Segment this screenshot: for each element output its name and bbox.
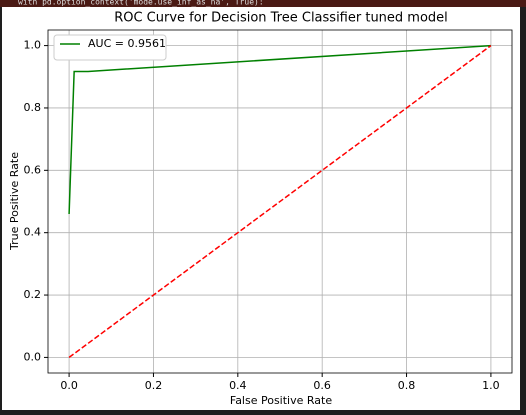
y-tick-label: 0.4	[24, 226, 42, 239]
line	[68, 44, 492, 359]
x-tick-label: 0.2	[145, 379, 163, 392]
x-tick-label: 0.8	[398, 379, 416, 392]
y-axis-label: True Positive Rate	[8, 152, 21, 251]
header-code: with pd.option_context('mode.use_inf_as_…	[18, 0, 264, 7]
y-tick-label: 0.2	[24, 288, 42, 301]
legend-box	[53, 34, 167, 61]
y-tick-label: 0.8	[24, 101, 42, 114]
line	[68, 44, 491, 214]
header-strip	[0, 0, 526, 7]
legend-label: AUC = 0.9561	[88, 37, 166, 50]
x-tick-label: 0.0	[60, 379, 78, 392]
y-tick-label: 0.0	[24, 350, 42, 363]
x-tick-label: 1.0	[482, 379, 500, 392]
chart-title: ROC Curve for Decision Tree Classifier t…	[114, 11, 448, 26]
x-tick-label: 0.4	[229, 379, 247, 392]
x-tick-label: 0.6	[313, 379, 331, 392]
plot-frame	[47, 29, 513, 374]
x-axis-label: False Positive Rate	[230, 394, 332, 407]
y-tick-label: 1.0	[24, 39, 42, 52]
y-tick-label: 0.6	[24, 163, 42, 176]
